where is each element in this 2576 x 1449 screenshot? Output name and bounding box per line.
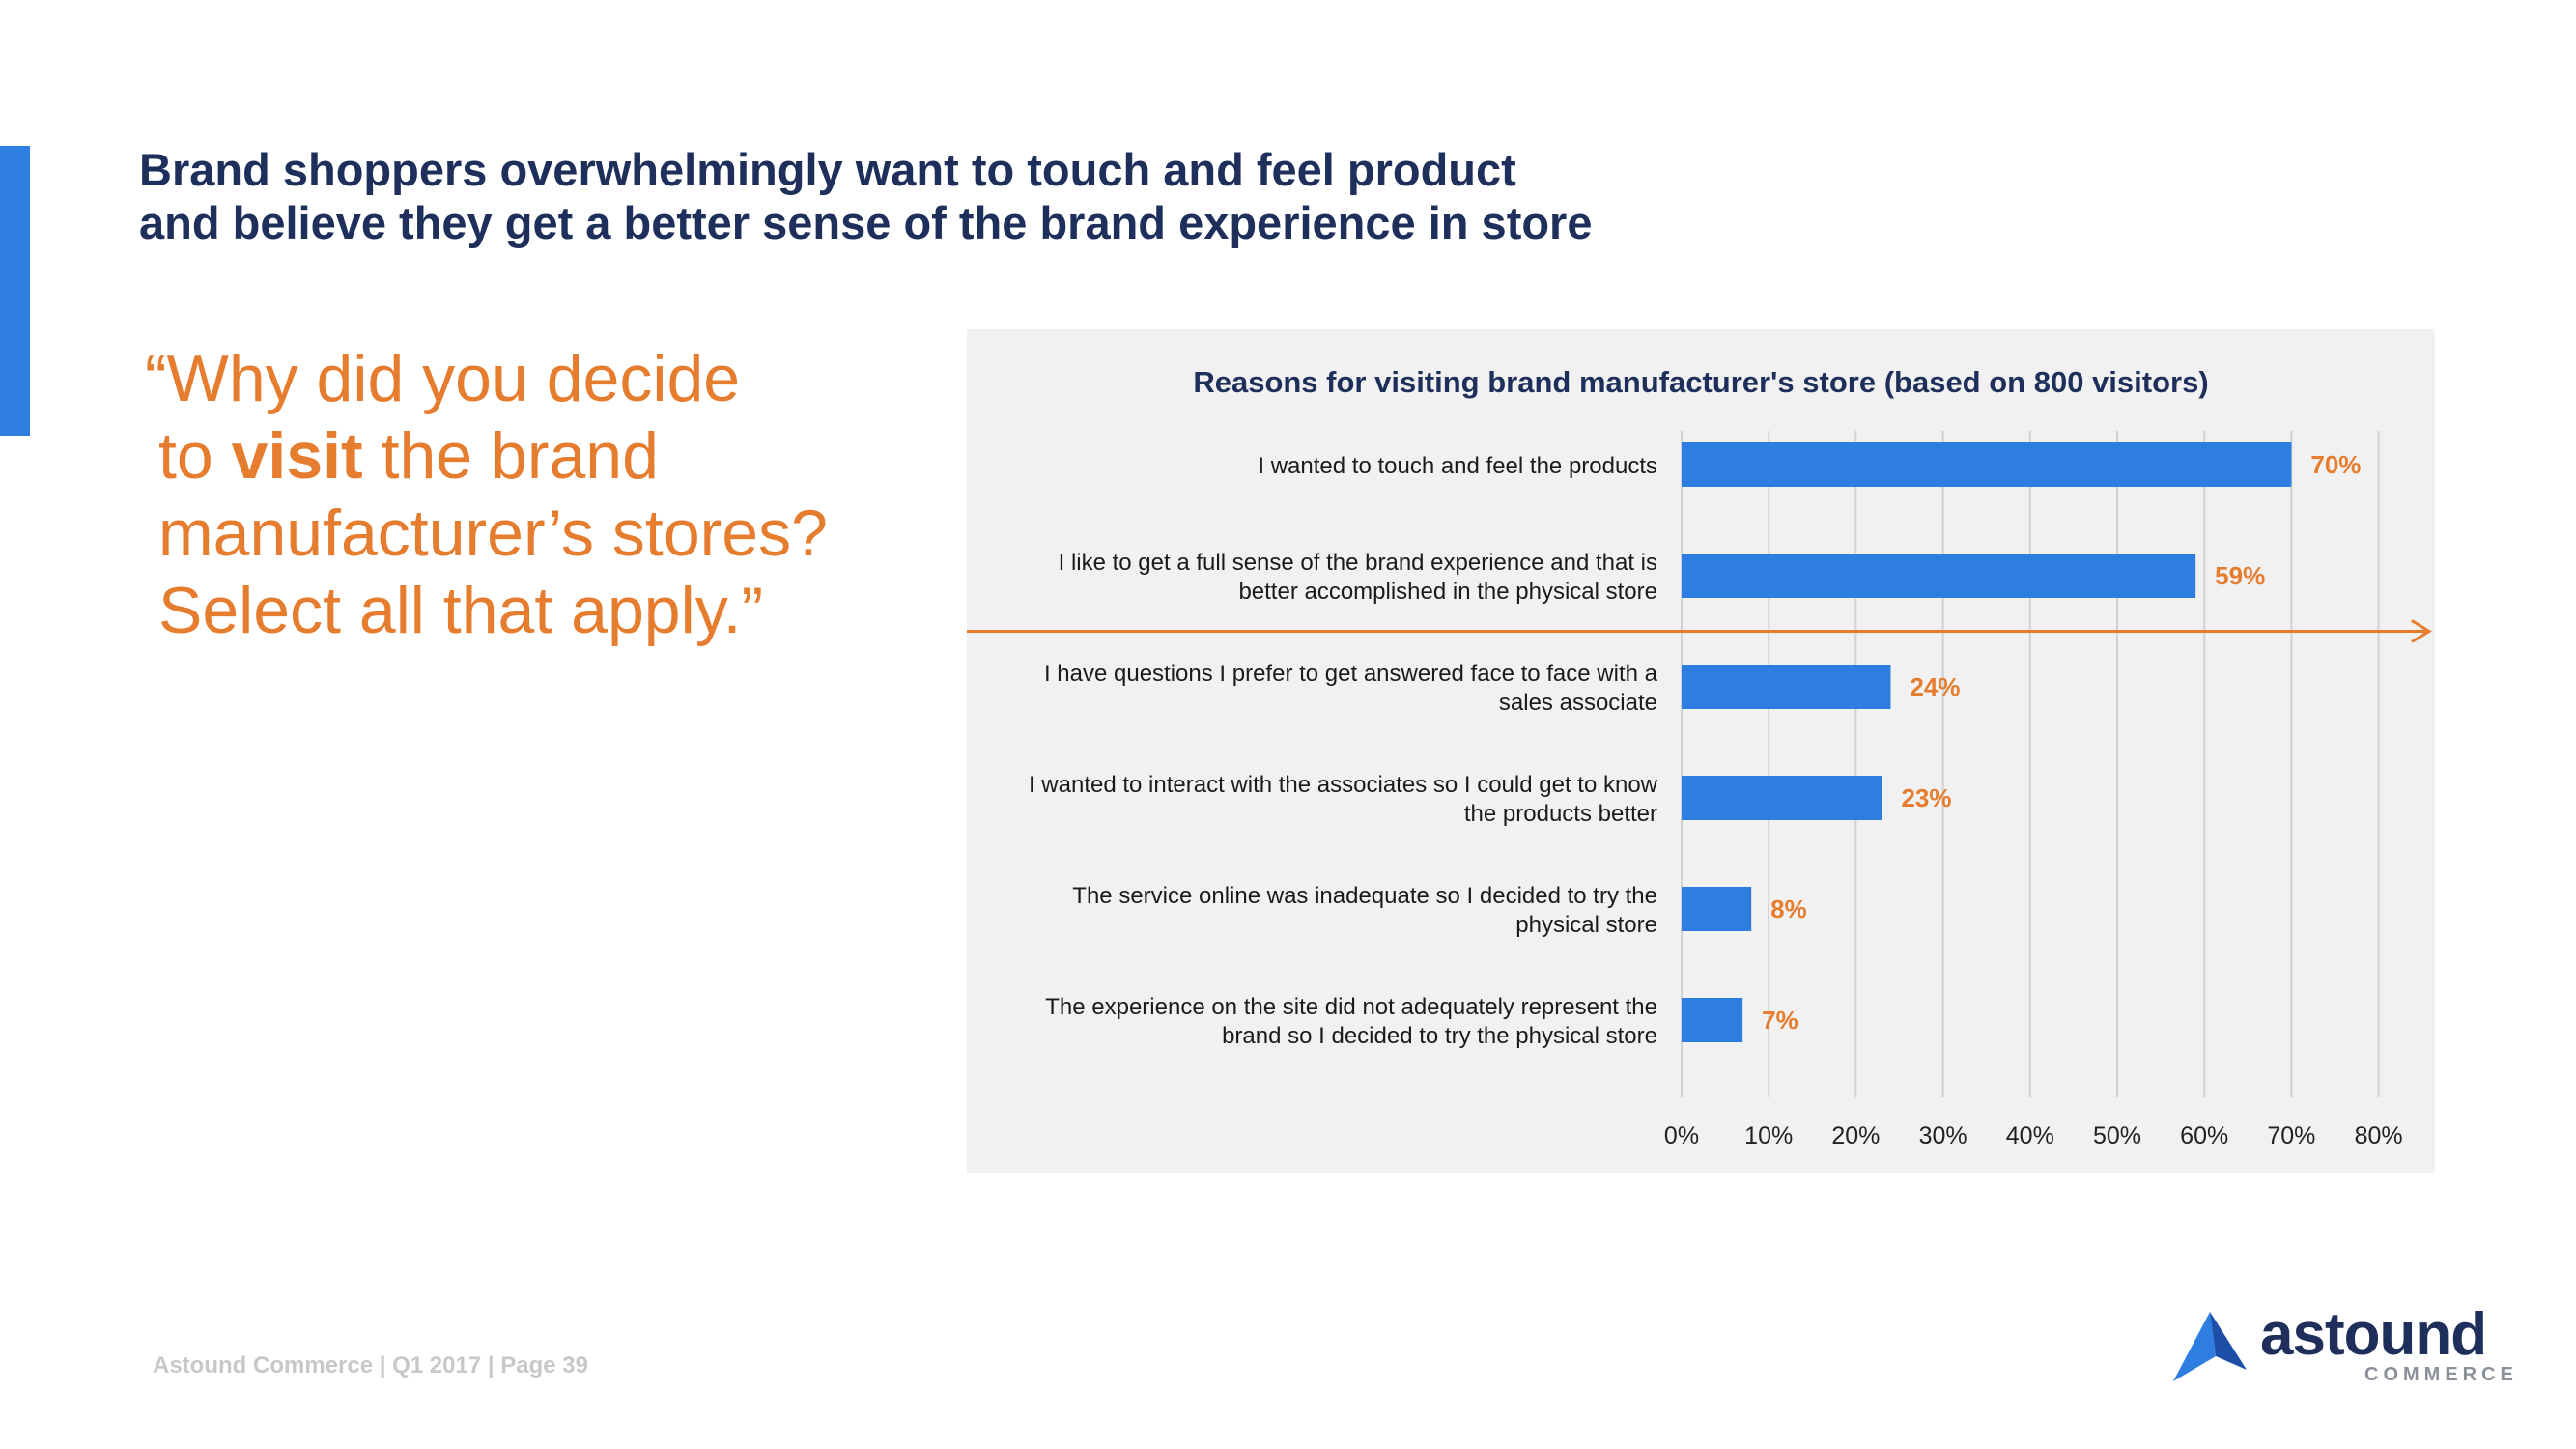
data-label: 24%	[1910, 672, 1960, 701]
data-label: 59%	[2215, 561, 2265, 590]
x-tick-label: 80%	[2355, 1122, 2403, 1150]
x-tick-label: 0%	[1664, 1122, 1699, 1150]
bar-chart: Reasons for visiting brand manufacturer'…	[967, 365, 2432, 1150]
category-label: I have questions I prefer to get answere…	[1044, 661, 1658, 687]
question-line-2-post: the brand	[362, 419, 659, 493]
x-tick-label: 50%	[2093, 1122, 2141, 1150]
category-label: sales associate	[1499, 690, 1657, 716]
survey-question: “Why did you decide to visit the brand m…	[145, 340, 918, 649]
bar	[1682, 554, 2196, 598]
logo-word: astound	[2260, 1301, 2487, 1368]
category-label: physical store	[1515, 912, 1657, 938]
question-emphasis: visit	[231, 419, 363, 493]
data-label: 23%	[1901, 783, 1951, 812]
divider-arrowhead-icon	[2411, 619, 2432, 643]
question-line-2: to visit the brand	[145, 417, 918, 495]
x-tick-label: 60%	[2180, 1122, 2228, 1150]
logo-mark-icon	[2173, 1312, 2247, 1381]
logo-subword: COMMERCE	[2364, 1364, 2518, 1385]
x-tick-label: 20%	[1831, 1122, 1880, 1150]
category-label: brand so I decided to try the physical s…	[1222, 1023, 1657, 1049]
chart-panel: Reasons for visiting brand manufacturer'…	[967, 329, 2435, 1173]
question-line-4: Select all that apply.”	[158, 574, 764, 647]
bar	[1682, 776, 1882, 820]
data-label: 7%	[1762, 1006, 1798, 1035]
bar	[1682, 998, 1743, 1042]
page-title: Brand shoppers overwhelmingly want to to…	[139, 143, 1781, 249]
data-label: 70%	[2310, 450, 2361, 479]
category-label: better accomplished in the physical stor…	[1238, 579, 1657, 605]
category-label: I like to get a full sense of the brand …	[1059, 550, 1657, 576]
bar	[1682, 887, 1752, 931]
bar	[1682, 665, 1891, 709]
data-label: 8%	[1770, 895, 1807, 923]
page-title-line-2: and believe they get a better sense of t…	[139, 197, 1593, 248]
chart-title: Reasons for visiting brand manufacturer'…	[1193, 365, 2208, 399]
question-line-2-pre: to	[158, 419, 232, 493]
category-label: the products better	[1464, 801, 1657, 827]
x-tick-label: 40%	[2006, 1122, 2054, 1150]
x-tick-label: 30%	[1919, 1122, 1967, 1150]
accent-bar	[0, 146, 30, 436]
question-line-1: “Why did you decide	[145, 342, 741, 415]
x-tick-label: 10%	[1744, 1122, 1793, 1150]
bar	[1682, 442, 2292, 487]
category-label: I wanted to touch and feel the products	[1258, 453, 1657, 479]
category-label: I wanted to interact with the associates…	[1029, 772, 1658, 798]
category-label: The experience on the site did not adequ…	[1045, 994, 1657, 1020]
x-tick-label: 70%	[2267, 1122, 2315, 1150]
question-line-3: manufacturer’s stores?	[158, 497, 828, 570]
astound-logo: astound COMMERCE	[2171, 1301, 2513, 1393]
page-title-line-1: Brand shoppers overwhelmingly want to to…	[139, 144, 1516, 195]
footer-text: Astound Commerce | Q1 2017 | Page 39	[153, 1352, 588, 1378]
category-label: The service online was inadequate so I d…	[1072, 883, 1657, 909]
